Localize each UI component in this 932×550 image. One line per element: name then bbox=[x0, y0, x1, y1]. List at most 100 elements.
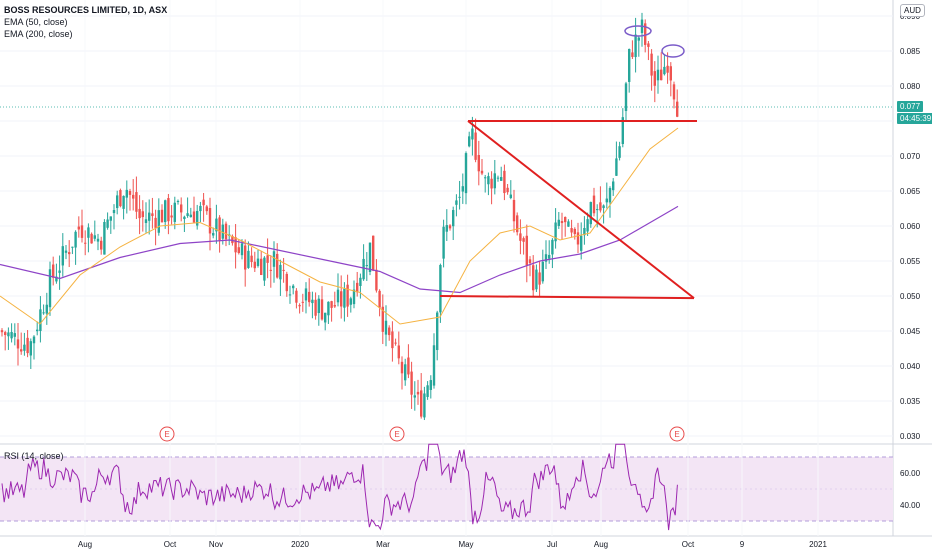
candle-body bbox=[247, 250, 250, 268]
candle-body bbox=[186, 213, 189, 216]
candle-body bbox=[560, 221, 564, 224]
candle-body bbox=[458, 196, 461, 198]
candle-body bbox=[535, 269, 538, 290]
candle-body bbox=[26, 337, 29, 354]
candle-body bbox=[388, 327, 391, 336]
candle-body bbox=[84, 242, 87, 244]
candle-body bbox=[237, 247, 240, 253]
candle-body bbox=[378, 290, 381, 308]
candle-body bbox=[295, 290, 298, 303]
price-tick-label: 0.070 bbox=[900, 152, 921, 161]
currency-badge[interactable]: AUD bbox=[900, 4, 925, 17]
candle-body bbox=[292, 285, 295, 289]
candle-body bbox=[596, 209, 599, 211]
candle-body bbox=[189, 214, 192, 218]
candle-body bbox=[397, 345, 400, 359]
time-tick-label: Aug bbox=[594, 540, 608, 549]
candle-body bbox=[71, 246, 74, 248]
candle-body bbox=[288, 294, 292, 296]
candle-body bbox=[317, 298, 320, 314]
candle-body bbox=[119, 190, 122, 207]
candle-body bbox=[570, 228, 573, 233]
candle-body bbox=[170, 215, 173, 218]
annotation-ellipse[interactable] bbox=[624, 25, 652, 37]
earnings-marker-label: E bbox=[674, 430, 679, 439]
trendline[interactable] bbox=[439, 295, 695, 300]
candle-body bbox=[276, 253, 279, 278]
time-tick-label: Oct bbox=[682, 540, 695, 549]
candle-body bbox=[48, 269, 52, 308]
annotation-ellipse[interactable] bbox=[661, 44, 685, 58]
candle-body bbox=[52, 264, 55, 278]
candle-body bbox=[637, 37, 640, 41]
candle-body bbox=[327, 301, 330, 316]
candle-body bbox=[240, 243, 244, 256]
candle-body bbox=[36, 329, 39, 332]
candle-body bbox=[512, 199, 516, 222]
candle-body bbox=[554, 222, 557, 242]
candle-body bbox=[112, 210, 116, 214]
earnings-marker[interactable] bbox=[669, 426, 685, 442]
candle-body bbox=[279, 264, 282, 280]
earnings-marker[interactable] bbox=[389, 426, 405, 442]
candle-body bbox=[308, 291, 311, 303]
candle-body bbox=[16, 339, 20, 349]
rsi-legend[interactable]: RSI (14, close) bbox=[4, 451, 64, 461]
candle-body bbox=[660, 69, 663, 81]
candle-body bbox=[122, 195, 125, 209]
candle-body bbox=[493, 173, 496, 189]
candle-body bbox=[221, 224, 224, 239]
candle-body bbox=[384, 320, 388, 335]
candle-body bbox=[567, 221, 570, 227]
candle-body bbox=[320, 299, 324, 320]
candle-body bbox=[7, 332, 10, 337]
candle-body bbox=[580, 235, 583, 251]
ema200-legend[interactable]: EMA (200, close) bbox=[4, 29, 73, 39]
candle-body bbox=[324, 312, 327, 323]
candle-body bbox=[394, 342, 397, 344]
candle-body bbox=[314, 299, 317, 316]
candle-body bbox=[532, 265, 535, 291]
candle-body bbox=[503, 170, 506, 194]
candle-body bbox=[372, 235, 375, 271]
candle-body bbox=[349, 298, 352, 305]
candle-body bbox=[141, 211, 144, 218]
candle-body bbox=[231, 236, 234, 244]
trendline[interactable] bbox=[467, 120, 695, 299]
candle-body bbox=[55, 276, 58, 282]
candle-body bbox=[426, 385, 429, 397]
candle-body bbox=[90, 233, 93, 244]
earnings-marker[interactable] bbox=[159, 426, 175, 442]
candle-body bbox=[77, 226, 80, 230]
candle-body bbox=[167, 198, 170, 222]
price-tick-label: 0.080 bbox=[900, 82, 921, 91]
candle-body bbox=[407, 357, 410, 375]
candle-body bbox=[487, 176, 490, 185]
candle-body bbox=[285, 273, 288, 292]
candle-body bbox=[144, 219, 148, 224]
candle-body bbox=[74, 231, 77, 248]
candle-body bbox=[13, 333, 16, 337]
candle-body bbox=[272, 251, 276, 267]
candle-body bbox=[250, 255, 253, 263]
candle-body bbox=[0, 330, 4, 333]
candle-body bbox=[157, 210, 160, 233]
candle-body bbox=[151, 213, 154, 217]
candle-body bbox=[106, 219, 109, 228]
ema50-legend[interactable]: EMA (50, close) bbox=[4, 17, 68, 27]
candle-body bbox=[212, 233, 215, 236]
ema50-line bbox=[0, 127, 679, 325]
candle-body bbox=[125, 189, 128, 198]
candle-body bbox=[253, 261, 256, 269]
candle-body bbox=[4, 332, 7, 336]
candle-body bbox=[423, 393, 426, 418]
time-tick-label: Jul bbox=[547, 540, 557, 549]
candle-body bbox=[480, 170, 484, 174]
candle-body bbox=[218, 217, 221, 241]
candle-body bbox=[496, 177, 500, 179]
candle-body bbox=[439, 264, 442, 313]
candle-body bbox=[647, 43, 650, 47]
candle-body bbox=[615, 158, 618, 176]
candle-body bbox=[490, 178, 493, 189]
